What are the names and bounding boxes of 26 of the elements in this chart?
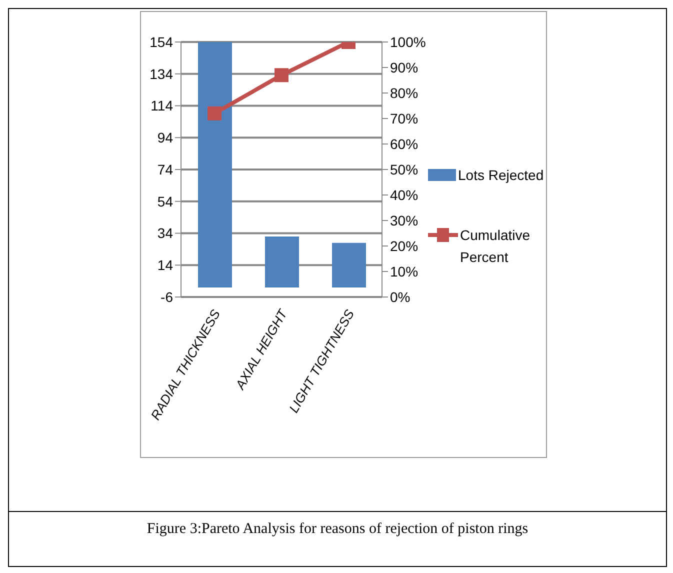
- y2-tick-label: 0%: [390, 288, 410, 305]
- y2-tick-label: 100%: [390, 34, 426, 50]
- y-tick-label: 74: [157, 161, 174, 178]
- y2-tick-label: 70%: [390, 110, 418, 126]
- y-tick-label: -6: [160, 288, 174, 305]
- legend-label: Cumulative Percent: [460, 226, 532, 266]
- y-tick-label: 34: [157, 225, 174, 242]
- y-tick-label: 114: [150, 98, 174, 114]
- y-tick-label: 94: [157, 130, 174, 146]
- y2-tick-label: 50%: [390, 161, 418, 178]
- y2-tick-label: 10%: [390, 263, 418, 280]
- y-tick-label: 14: [157, 257, 174, 274]
- legend-label: Lots Rejected: [458, 166, 545, 185]
- bar: [332, 242, 366, 288]
- y2-tick-label: 90%: [390, 59, 418, 76]
- y-tick-label: 54: [157, 193, 174, 210]
- bar: [265, 236, 299, 288]
- y2-tick-label: 30%: [390, 212, 418, 228]
- y2-tick-label: 60%: [390, 136, 418, 152]
- y2-tick-label: 40%: [390, 186, 418, 203]
- y-tick-label: 134: [150, 66, 174, 82]
- y-tick-label: 154: [150, 34, 174, 50]
- y2-tick-label: 20%: [390, 238, 418, 254]
- y2-tick-label: 80%: [390, 84, 418, 101]
- caption: Figure 3:Pareto Analysis for reasons of rejection of piston rings: [146, 521, 530, 538]
- bar: [198, 42, 232, 288]
